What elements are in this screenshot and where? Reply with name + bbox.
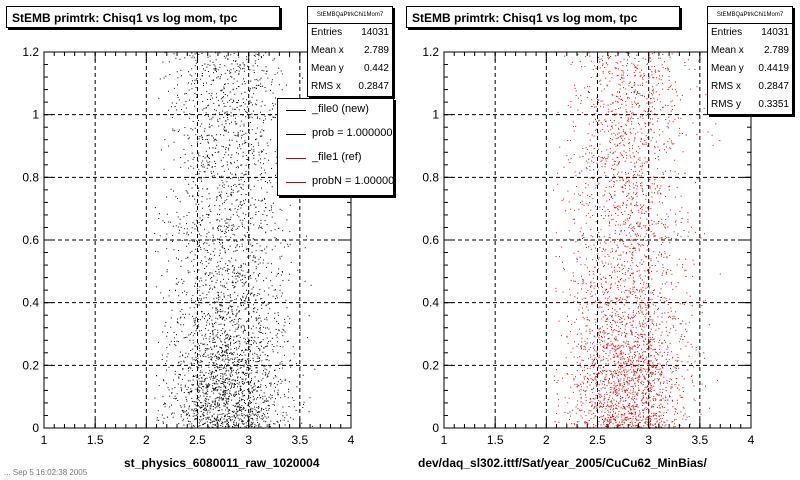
legend-line-swatch xyxy=(286,182,306,183)
y-tick-label: 1 xyxy=(432,108,439,122)
stats-value: 0.2847 xyxy=(358,81,389,92)
stats-value: 0.442 xyxy=(363,63,389,74)
y-tick-label: 0.2 xyxy=(422,358,439,372)
x-tick-label: 1 xyxy=(441,433,448,447)
left-stats-box: StEMBQaPtrkChi1Mom7 Entries 14031 Mean x 2… xyxy=(307,6,393,97)
y-tick-label: 0.4 xyxy=(22,296,39,310)
x-tick-label: 1.5 xyxy=(487,433,504,447)
stats-value: 2.789 xyxy=(763,45,789,56)
stats-value: 14031 xyxy=(361,27,389,38)
left-stats-row: Mean y 0.442 xyxy=(308,60,392,78)
y-tick-label: 0.2 xyxy=(22,358,39,372)
left-plot-title: StEMB primtrk: Chisq1 vs log mom, tpc xyxy=(6,6,280,28)
x-tick-label: 2 xyxy=(543,433,550,447)
right-stats-row: Mean x 2.789 xyxy=(708,42,792,60)
x-tick-label: 4 xyxy=(348,433,355,447)
stats-label: RMS x xyxy=(711,81,741,92)
right-stats-row: RMS y 0.3351 xyxy=(708,96,792,114)
legend-line-swatch xyxy=(286,158,306,159)
footer-timestamp: ... Sep 5 16:02:38 2005 xyxy=(4,468,88,477)
x-tick-label: 2.5 xyxy=(189,433,206,447)
legend-label: prob = 1.000000 xyxy=(312,127,393,139)
stats-value: 0.4419 xyxy=(758,63,789,74)
legend-box: _file0 (new) prob = 1.000000 _file1 (ref… xyxy=(277,98,394,196)
y-tick-label: 0 xyxy=(432,421,439,435)
x-tick-label: 3.5 xyxy=(291,433,308,447)
left-x-axis-title: st_physics_6080011_raw_1020004 xyxy=(124,456,320,470)
stats-label: Mean y xyxy=(311,63,344,74)
right-stats-row: Entries 14031 xyxy=(708,24,792,42)
y-tick-label: 1.2 xyxy=(422,45,439,59)
legend-entry: _file1 (ref) xyxy=(278,147,393,171)
x-tick-label: 1.5 xyxy=(87,433,104,447)
legend-line-swatch xyxy=(286,134,306,135)
right-stats-row: Mean y 0.4419 xyxy=(708,60,792,78)
y-tick-label: 1.2 xyxy=(22,45,39,59)
left-scatter-plot: 1 1.5 2 2.5 3 3.5 4 0 0.2 0.4 0.6 0.8 1 1.2 xyxy=(22,45,355,447)
x-tick-label: 3.5 xyxy=(691,433,708,447)
scatter-points xyxy=(553,52,721,430)
y-tick-label: 0.6 xyxy=(22,233,39,247)
right-plot-title: StEMB primtrk: Chisq1 vs log mom, tpc xyxy=(406,6,680,28)
x-tick-label: 1 xyxy=(41,433,48,447)
legend-label: _file0 (new) xyxy=(312,103,369,115)
x-tick-label: 2.5 xyxy=(589,433,606,447)
x-tick-label: 2 xyxy=(143,433,150,447)
right-stats-row: RMS x 0.2847 xyxy=(708,78,792,96)
left-stats-row: Mean x 2.789 xyxy=(308,42,392,60)
y-tick-label: 0 xyxy=(32,421,39,435)
stats-label: Mean y xyxy=(711,63,744,74)
x-tick-label: 3 xyxy=(245,433,252,447)
left-stats-name: StEMBQaPtrkChi1Mom7 xyxy=(308,7,392,24)
y-tick-label: 0.6 xyxy=(422,233,439,247)
stats-label: Mean x xyxy=(311,45,344,56)
y-tick-label: 0.8 xyxy=(22,170,39,184)
stats-value: 2.789 xyxy=(363,45,389,56)
stats-label: RMS x xyxy=(311,81,341,92)
stats-label: Mean x xyxy=(711,45,744,56)
legend-entry: prob = 1.000000 xyxy=(278,123,393,147)
y-tick-label: 0.4 xyxy=(422,296,439,310)
left-stats-row: Entries 14031 xyxy=(308,24,392,42)
stats-value: 0.3351 xyxy=(758,99,789,110)
legend-entry: probN = 1.000000 xyxy=(278,171,393,195)
right-stats-box: StEMBQaPtrkChi1Mom7 Entries 14031 Mean x 2… xyxy=(707,6,793,115)
stats-label: RMS y xyxy=(711,99,741,110)
legend-line-swatch xyxy=(286,110,306,111)
stats-label: Entries xyxy=(711,27,743,38)
legend-label: _file1 (ref) xyxy=(312,151,362,163)
left-plot-pad: 1 1.5 2 2.5 3 3.5 4 0 0.2 0.4 0.6 0.8 1 1.2 StEMB pri… xyxy=(6,6,394,470)
y-tick-label: 1 xyxy=(32,108,39,122)
right-stats-name: StEMBQaPtrkChi1Mom7 xyxy=(708,7,792,24)
stats-value: 0.2847 xyxy=(758,81,789,92)
stats-value: 14031 xyxy=(761,27,789,38)
left-stats-row: RMS x 0.2847 xyxy=(308,78,392,96)
x-tick-label: 4 xyxy=(748,433,755,447)
right-x-axis-title: dev/daq_sl302.ittf/Sat/year_2005/CuCu62_… xyxy=(418,456,707,470)
x-tick-label: 3 xyxy=(645,433,652,447)
right-plot-pad: 1 1.5 2 2.5 3 3.5 4 0 0.2 0.4 0.6 0.8 1 1.2 StEMB pri… xyxy=(400,0,800,480)
legend-entry: _file0 (new) xyxy=(278,99,393,123)
y-tick-label: 0.8 xyxy=(422,170,439,184)
legend-label: probN = 1.000000 xyxy=(312,175,394,187)
stats-label: Entries xyxy=(311,27,343,38)
